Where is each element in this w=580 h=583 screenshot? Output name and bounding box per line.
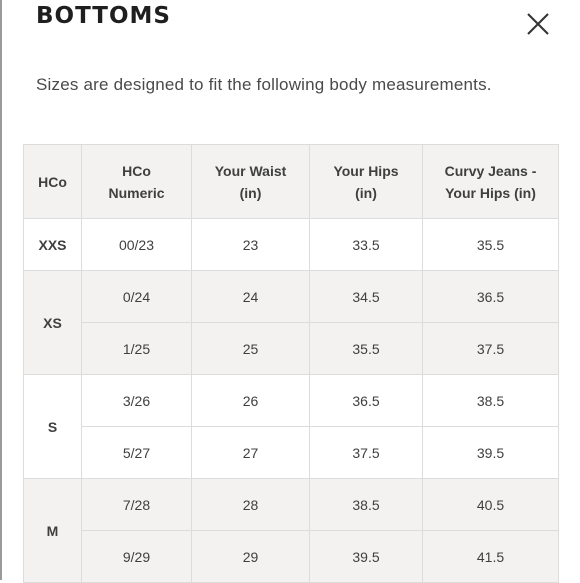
hips-cell: 33.5 [309, 218, 423, 271]
hips-cell: 36.5 [309, 374, 423, 427]
curvy-hips-cell: 40.5 [422, 478, 559, 531]
table-row: M 7/28 28 38.5 40.5 [23, 478, 559, 583]
hips-cell: 34.5 [309, 270, 423, 323]
table-row: S 3/26 26 36.5 38.5 [23, 374, 559, 479]
hips-cell: 38.5 [309, 478, 423, 531]
page-title: BOTTOMS [36, 3, 171, 29]
numeric-cell: 1/25 [81, 322, 192, 375]
waist-cell: 24 [191, 270, 310, 323]
curvy-hips-cell: 38.5 [422, 374, 559, 427]
header-waist: Your Waist (in) [191, 144, 310, 219]
size-cell: S [23, 374, 82, 479]
numeric-cell: 00/23 [81, 218, 192, 271]
numeric-cell: 0/24 [81, 270, 192, 323]
left-border [0, 0, 2, 580]
subtitle: Sizes are designed to fit the following … [36, 75, 492, 94]
hips-cell: 39.5 [309, 530, 423, 583]
header-hips: Your Hips (in) [309, 144, 423, 219]
waist-cell: 27 [191, 426, 310, 479]
numeric-cell: 9/29 [81, 530, 192, 583]
waist-cell: 28 [191, 478, 310, 531]
hips-cell: 37.5 [309, 426, 423, 479]
curvy-hips-cell: 39.5 [422, 426, 559, 479]
waist-cell: 29 [191, 530, 310, 583]
waist-cell: 25 [191, 322, 310, 375]
table-row: 1/25 25 35.5 37.5 [24, 322, 559, 375]
close-button[interactable] [524, 10, 552, 38]
waist-cell: 23 [191, 218, 310, 271]
curvy-hips-cell: 37.5 [422, 322, 559, 375]
size-cell: XS [23, 270, 82, 375]
curvy-hips-cell: 36.5 [422, 270, 559, 323]
table-row: 9/29 29 39.5 41.5 [24, 530, 559, 583]
table-row: 5/27 27 37.5 39.5 [24, 426, 559, 479]
table-row: XS 0/24 24 34.5 36.5 [23, 270, 559, 375]
curvy-hips-cell: 35.5 [422, 218, 559, 271]
numeric-cell: 5/27 [81, 426, 192, 479]
numeric-cell: 3/26 [81, 374, 192, 427]
hips-cell: 35.5 [309, 322, 423, 375]
waist-cell: 26 [191, 374, 310, 427]
header-size: HCo [23, 144, 82, 219]
curvy-hips-cell: 41.5 [422, 530, 559, 583]
close-icon [527, 13, 549, 35]
table-row: XXS 00/23 23 33.5 35.5 [23, 218, 559, 271]
header-numeric: HCo Numeric [81, 144, 192, 219]
header-curvy-hips: Curvy Jeans - Your Hips (in) [422, 144, 559, 219]
numeric-cell: 7/28 [81, 478, 192, 531]
size-cell: XXS [23, 218, 82, 271]
size-chart-table: HCo HCo Numeric Your Waist (in) Your Hips(… [23, 144, 559, 583]
size-cell: M [23, 478, 82, 583]
